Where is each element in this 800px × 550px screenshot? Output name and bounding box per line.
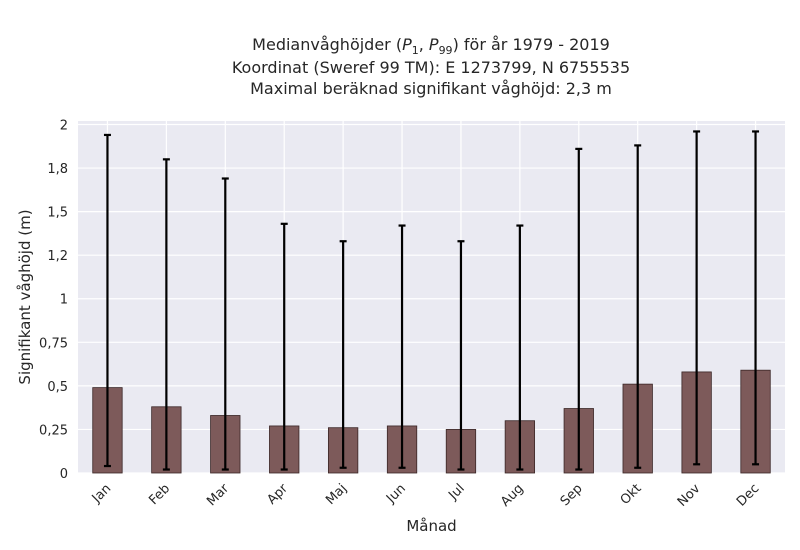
error-bar-dec	[752, 130, 760, 466]
x-tick-labels: Jan Feb Mar Apr Maj Jun Jul Aug Sep Okt Nov Dec	[89, 481, 763, 510]
error-bars	[103, 130, 760, 471]
y-axis-label: Signifikant våghöjd (m)	[16, 209, 34, 384]
chart-title-line-1: Medianvåghöjder (P1, P99) för år 1979 - …	[252, 35, 610, 58]
error-bar-jun	[398, 224, 406, 469]
error-bar-okt	[634, 144, 642, 469]
y-tick-label-1: 0,25	[39, 423, 68, 438]
x-tick-label-aug: Aug	[498, 481, 527, 510]
x-tick-label-sep: Sep	[558, 481, 586, 509]
error-bar-apr	[280, 222, 288, 471]
x-tick-label-maj: Maj	[323, 481, 350, 508]
x-tick-label-apr: Apr	[265, 481, 292, 508]
y-tick-label-5: 1,2	[47, 249, 68, 264]
x-tick-label-nov: Nov	[675, 481, 704, 510]
y-tick-label-2: 0,5	[47, 380, 68, 395]
y-tick-label-0: 0	[60, 467, 68, 482]
x-tick-label-feb: Feb	[146, 481, 173, 508]
x-tick-label-jul: Jul	[445, 481, 467, 503]
y-tick-label-8: 2	[60, 118, 68, 133]
y-tick-labels: 0 0,25 0,5 0,75 1 1,2 1,5 1,8 2	[39, 118, 68, 482]
x-tick-label-okt: Okt	[618, 481, 645, 508]
error-bar-sep	[575, 147, 583, 471]
error-bar-jan	[103, 133, 111, 468]
x-tick-label-dec: Dec	[734, 481, 762, 509]
chart-title-line-3: Maximal beräknad signifikant våghöjd: 2,…	[250, 79, 612, 98]
error-bar-maj	[339, 240, 347, 469]
x-tick-label-jan: Jan	[89, 481, 114, 506]
y-tick-label-4: 1	[60, 293, 68, 308]
error-bar-aug	[516, 224, 524, 471]
chart-title-line-2: Koordinat (Sweref 99 TM): E 1273799, N 6…	[231, 58, 631, 77]
error-bar-mar	[221, 177, 229, 471]
plot-area	[78, 121, 785, 473]
error-bar-jul	[457, 240, 465, 471]
x-axis-label: Månad	[406, 517, 456, 535]
error-bar-feb	[162, 158, 170, 471]
y-tick-label-3: 0,75	[39, 336, 68, 351]
x-tick-label-mar: Mar	[204, 481, 232, 509]
y-tick-label-6: 1,5	[47, 206, 68, 221]
error-bar-nov	[693, 130, 701, 466]
y-tick-label-7: 1,8	[47, 162, 68, 177]
x-tick-label-jun: Jun	[383, 481, 409, 507]
